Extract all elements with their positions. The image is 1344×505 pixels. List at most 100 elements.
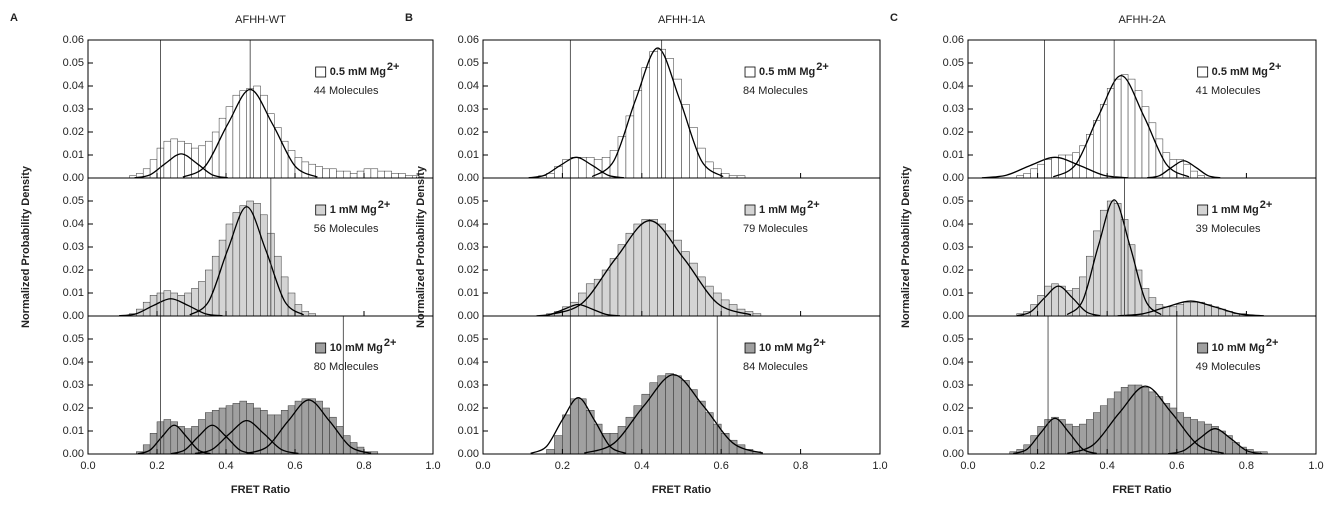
molecule-count: 56 Molecules: [314, 223, 379, 235]
bar: [1190, 170, 1198, 179]
legend-label: 10 mM Mg: [759, 342, 812, 354]
bar: [329, 168, 337, 179]
bar: [308, 398, 316, 455]
bar: [218, 239, 227, 317]
bar: [1127, 244, 1136, 317]
bar: [657, 223, 666, 317]
y-tick-label: 0.02: [458, 264, 479, 276]
bar: [356, 170, 365, 179]
y-tick-label: 0.03: [943, 103, 964, 115]
x-tick-label: 0.4: [634, 460, 649, 472]
bar: [198, 419, 206, 455]
legend-swatch: [1197, 66, 1209, 78]
y-tick-label: 0.03: [458, 241, 479, 253]
bar: [673, 239, 682, 317]
bar: [609, 258, 619, 317]
bar: [1211, 426, 1219, 455]
bar: [1155, 396, 1164, 455]
bar: [398, 173, 406, 179]
bar: [665, 373, 674, 455]
bar: [170, 292, 178, 317]
bar: [1197, 301, 1205, 317]
y-tick-label: 0.02: [458, 126, 479, 138]
y-tick-label: 0.04: [458, 218, 479, 230]
molecule-count: 84 Molecules: [743, 85, 808, 97]
bar: [1113, 391, 1122, 455]
y-tick-label: 0.01: [63, 149, 84, 161]
bar: [617, 136, 627, 179]
y-axis-label: Normalized Probability Density: [20, 165, 32, 328]
legend-superscript: 2+: [378, 199, 391, 211]
bar: [1058, 285, 1066, 317]
legend-label: 0.5 mM Mg: [330, 66, 386, 78]
fit-curve: [548, 219, 752, 316]
legend-label: 1 mM Mg: [1212, 204, 1259, 216]
bar: [322, 168, 330, 179]
y-tick-label: 0.05: [458, 195, 479, 207]
y-tick-label: 0.04: [943, 356, 964, 368]
bar: [633, 90, 643, 179]
molecule-count: 49 Molecules: [1196, 361, 1261, 373]
x-axis-label: FRET Ratio: [652, 484, 712, 496]
fit-curve: [981, 156, 1129, 179]
legend-swatch: [744, 204, 756, 216]
bar: [1037, 163, 1045, 179]
legend-swatch: [744, 66, 756, 78]
y-tick-label: 0.05: [943, 57, 964, 69]
y-tick-label: 0.04: [458, 356, 479, 368]
bar: [177, 140, 185, 179]
fit-curve: [170, 424, 254, 455]
bar: [384, 170, 392, 179]
bar: [1176, 412, 1185, 455]
bar: [294, 304, 303, 317]
y-tick-label: 0.00: [943, 310, 964, 322]
bar: [253, 407, 261, 455]
x-tick-label: 1.0: [1308, 460, 1323, 472]
bar: [1093, 412, 1101, 455]
legend-swatch: [315, 204, 327, 216]
bar: [239, 90, 247, 179]
y-tick-label: 0.03: [458, 103, 479, 115]
bar: [546, 449, 555, 455]
x-tick-label: 1.0: [872, 460, 887, 472]
bar: [554, 435, 563, 455]
bar: [570, 157, 579, 179]
panel-title: AFHH-2A: [1118, 14, 1166, 26]
x-tick-label: 0.4: [1100, 460, 1115, 472]
legend-swatch: [1197, 342, 1209, 354]
y-tick-label: 0.00: [63, 310, 84, 322]
y-tick-label: 0.02: [63, 126, 84, 138]
x-tick-label: 0.0: [80, 460, 95, 472]
bar: [625, 232, 635, 317]
bar: [211, 131, 220, 179]
y-axis-label: Normalized Probability Density: [900, 165, 912, 328]
legend-swatch: [744, 342, 756, 354]
bar: [343, 435, 351, 455]
bar: [1141, 106, 1150, 179]
bar: [1169, 306, 1178, 317]
bar: [1134, 384, 1143, 455]
fit-curve: [584, 373, 764, 454]
panel-label: B: [405, 12, 413, 24]
fit-curve: [137, 424, 211, 455]
y-tick-label: 0.04: [63, 356, 84, 368]
x-tick-label: 0.4: [218, 460, 233, 472]
bar: [1176, 304, 1185, 317]
bar: [649, 51, 658, 179]
bar: [1023, 173, 1031, 179]
bar: [177, 295, 185, 317]
y-tick-label: 0.00: [458, 310, 479, 322]
bar: [641, 219, 650, 317]
y-tick-label: 0.05: [458, 57, 479, 69]
y-tick-label: 0.00: [943, 172, 964, 184]
legend-label: 10 mM Mg: [330, 342, 383, 354]
molecule-count: 44 Molecules: [314, 85, 379, 97]
y-tick-label: 0.01: [63, 287, 84, 299]
fit-curve: [1066, 385, 1224, 454]
fit-curve: [1147, 160, 1221, 179]
bar: [697, 147, 706, 179]
y-tick-label: 0.02: [458, 402, 479, 414]
x-axis-label: FRET Ratio: [1112, 484, 1172, 496]
bar: [617, 244, 627, 317]
bar: [689, 389, 698, 455]
